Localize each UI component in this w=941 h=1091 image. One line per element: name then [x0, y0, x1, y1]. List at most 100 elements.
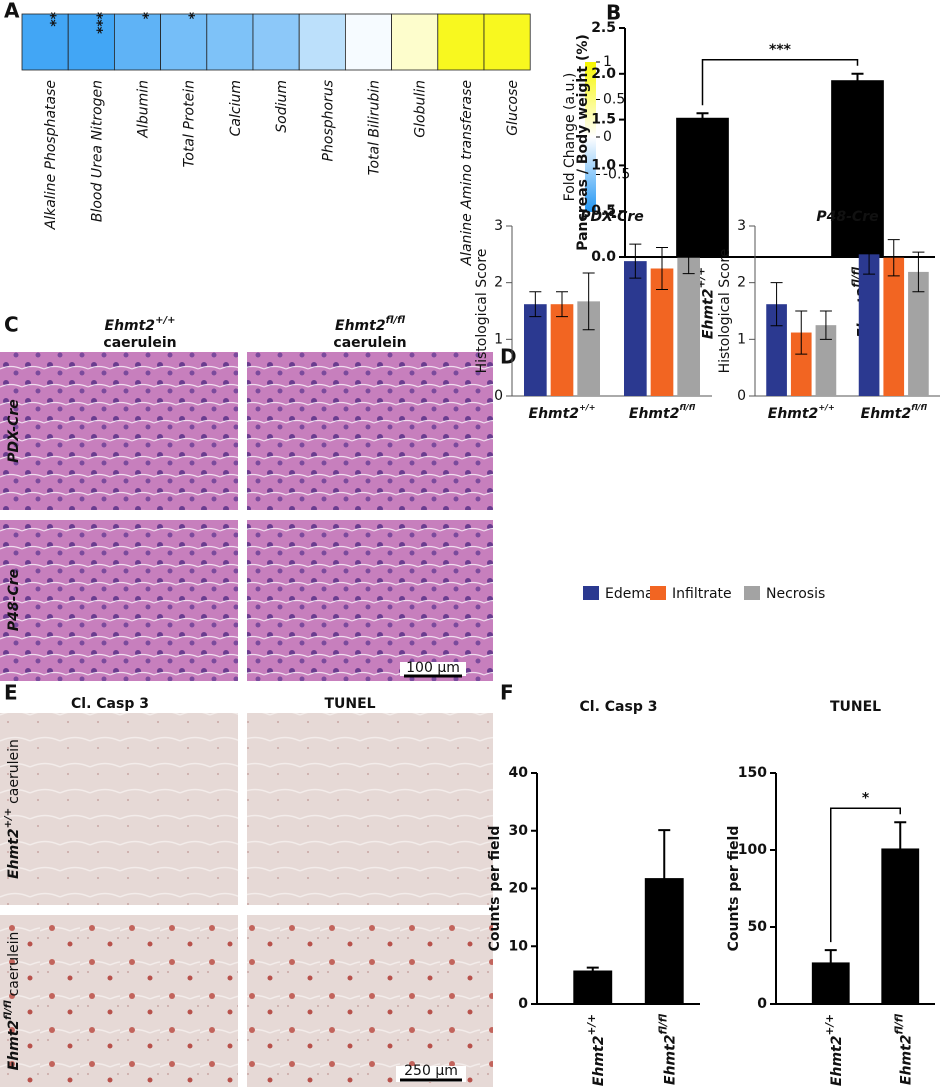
- error-bar: [912, 251, 925, 293]
- significance-bracket: [830, 807, 901, 943]
- y-tick-label: 0: [494, 388, 503, 404]
- y-tick-label: 3: [737, 218, 746, 234]
- legend-label: Edema: [605, 586, 654, 602]
- colorbar-tick-label: -1: [603, 204, 617, 220]
- panel-label: C: [4, 313, 19, 337]
- heatmap-cell: [252, 13, 300, 71]
- bar: [766, 304, 787, 396]
- heatmap-cell: [344, 13, 392, 71]
- colorbar-label: Fold Change (a.u.): [562, 73, 578, 202]
- panel-label: A: [4, 0, 20, 23]
- y-tick-label: 100: [738, 842, 767, 858]
- error-bar: [819, 310, 832, 340]
- category-label: Blood Urea Nitrogen: [89, 80, 105, 222]
- significance: **: [42, 12, 58, 27]
- row-label: Ehmt2+/+ caerulein: [3, 739, 22, 879]
- genotype: +/+: [586, 1014, 598, 1036]
- column-header: TUNEL: [324, 696, 375, 712]
- y-axis-label: Histological Score: [717, 249, 733, 374]
- panel-label: B: [606, 1, 621, 25]
- row-label: P48-Cre: [6, 569, 22, 631]
- gene: Ehmt2: [829, 1036, 845, 1087]
- x-tick-label: Ehmt2+/+: [824, 1014, 845, 1086]
- heatmap-cell: [483, 13, 531, 71]
- genotype: +/+: [818, 403, 834, 412]
- bar: [550, 304, 574, 396]
- error-bar: [894, 821, 907, 876]
- he-image: [247, 520, 493, 681]
- colorbar-tick-label: 1: [603, 54, 612, 70]
- y-tick-label: 2.0: [591, 66, 616, 82]
- category-label: Glucose: [505, 80, 521, 136]
- error-bar: [682, 241, 695, 275]
- significance: *: [181, 12, 197, 20]
- y-tick-label: 10: [509, 938, 529, 954]
- y-tick-label: 1: [494, 331, 503, 347]
- gene: Ehmt2: [701, 289, 717, 340]
- error-bar: [629, 243, 642, 279]
- colorbar-tick-label: -0.5: [603, 167, 630, 183]
- x-tick-label: Ehmt2fl/fl: [629, 403, 696, 423]
- bar: [677, 257, 700, 396]
- heatmap-cell: [114, 13, 162, 71]
- category-label: Total Protein: [182, 80, 198, 167]
- treatment: caerulein: [6, 932, 22, 997]
- y-tick-label: 1.5: [591, 112, 616, 128]
- heatmap-cell: [206, 13, 254, 71]
- y-axis-label: Pancreas / Body weight (%): [575, 34, 591, 251]
- ihc-image: [247, 713, 493, 905]
- category-label: Alanine Amino transferase: [459, 80, 475, 267]
- bar: [858, 254, 880, 396]
- ihc-image: [0, 915, 238, 1087]
- error-bar: [656, 247, 668, 290]
- category-label: Total Bilirubin: [367, 80, 383, 175]
- gene: Ehmt2: [629, 406, 680, 422]
- column-header: Ehmt2+/+: [105, 315, 176, 334]
- ihc-image: [247, 915, 493, 1087]
- error-bar: [582, 272, 595, 331]
- row-label: Ehmt2fl/fl caerulein: [3, 932, 22, 1071]
- row-label: PDX-Cre: [6, 399, 22, 463]
- x-tick-label: Ehmt2fl/fl: [893, 1013, 914, 1085]
- he-image: [247, 352, 493, 510]
- y-tick-label: 2.5: [591, 20, 616, 36]
- bar: [831, 80, 884, 257]
- column-header: Ehmt2fl/fl: [335, 315, 405, 334]
- x-tick-label: Ehmt2+/+: [768, 403, 835, 423]
- significance-bracket: [701, 59, 859, 106]
- genotype: +/+: [824, 1014, 836, 1036]
- y-tick-label: 2: [494, 275, 503, 291]
- gene: Ehmt2: [335, 318, 386, 334]
- y-tick-label: 0: [518, 996, 528, 1012]
- panel-label: E: [4, 681, 18, 705]
- error-bar: [529, 291, 542, 318]
- significance: ***: [88, 12, 104, 35]
- colorbar-tick-label: 0: [603, 129, 612, 145]
- error-bar: [887, 239, 900, 277]
- error-bar: [586, 966, 599, 975]
- y-axis-label: Counts per field: [726, 826, 742, 952]
- y-tick-label: 40: [509, 765, 529, 781]
- category-label: Calcium: [228, 80, 244, 136]
- bar: [908, 271, 929, 396]
- genotype: fl/fl: [657, 1013, 669, 1034]
- legend-swatch: [744, 586, 760, 600]
- error-bar: [556, 291, 568, 318]
- y-tick-label: 150: [738, 765, 767, 781]
- bar: [790, 332, 812, 396]
- category-label: Globulin: [413, 80, 429, 138]
- scale-label: 250 µm: [404, 1063, 458, 1079]
- category-label: Alkaline Phosphatase: [43, 80, 59, 230]
- chart-title: P48-Cre: [816, 209, 878, 225]
- panel-label: D: [500, 345, 517, 369]
- gene: Ehmt2: [6, 1020, 22, 1071]
- y-tick-label: 0.0: [591, 249, 616, 265]
- significance: ***: [769, 42, 792, 58]
- genotype: fl/fl: [3, 1000, 14, 1020]
- error-bar: [824, 949, 837, 976]
- heatmap-cell: [298, 13, 346, 71]
- legend-label: Necrosis: [766, 586, 825, 602]
- column-header: caerulein: [103, 335, 176, 351]
- y-tick-label: 20: [509, 881, 529, 897]
- bar: [524, 304, 547, 396]
